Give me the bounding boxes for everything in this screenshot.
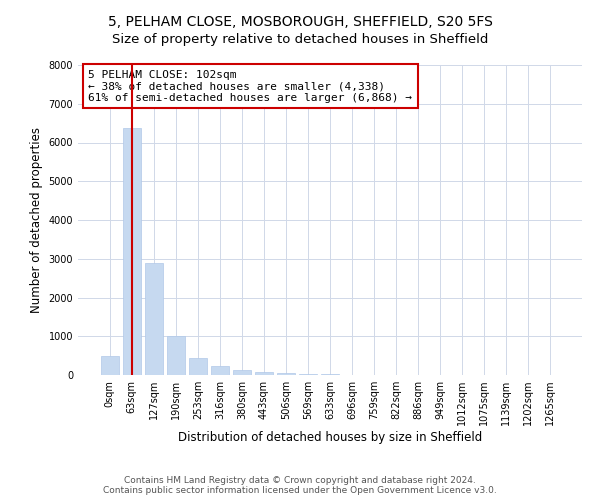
Text: Size of property relative to detached houses in Sheffield: Size of property relative to detached ho… [112, 32, 488, 46]
Bar [233, 370, 251, 375]
Bar [145, 262, 163, 375]
Bar [167, 336, 185, 375]
Text: Contains HM Land Registry data © Crown copyright and database right 2024.
Contai: Contains HM Land Registry data © Crown c… [103, 476, 497, 495]
Bar [321, 374, 339, 375]
Bar [255, 372, 273, 375]
Bar [189, 358, 206, 375]
Y-axis label: Number of detached properties: Number of detached properties [30, 127, 43, 313]
Bar [299, 374, 317, 375]
Text: 5 PELHAM CLOSE: 102sqm
← 38% of detached houses are smaller (4,338)
61% of semi-: 5 PELHAM CLOSE: 102sqm ← 38% of detached… [88, 70, 412, 103]
Bar [277, 374, 295, 375]
Text: 5, PELHAM CLOSE, MOSBOROUGH, SHEFFIELD, S20 5FS: 5, PELHAM CLOSE, MOSBOROUGH, SHEFFIELD, … [107, 15, 493, 29]
Bar [211, 366, 229, 375]
Bar [123, 128, 140, 375]
Bar [101, 356, 119, 375]
X-axis label: Distribution of detached houses by size in Sheffield: Distribution of detached houses by size … [178, 431, 482, 444]
